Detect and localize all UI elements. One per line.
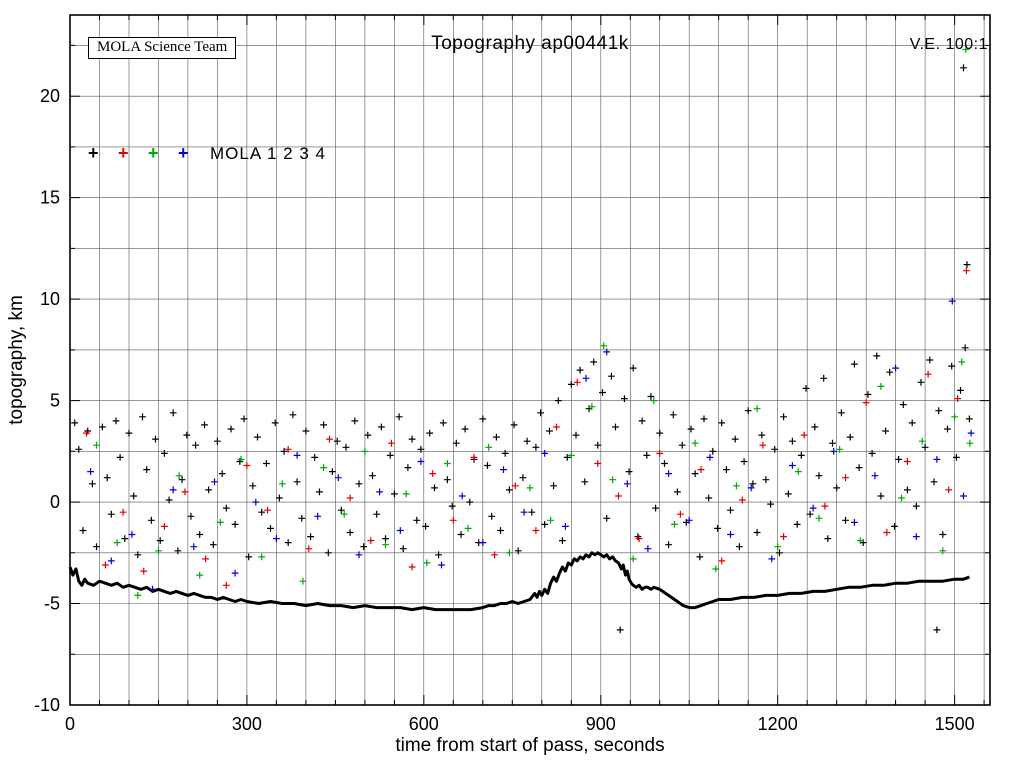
legend-label: MOLA 1 2 3 4 xyxy=(210,143,326,163)
svg-text:5: 5 xyxy=(50,391,60,411)
svg-text:600: 600 xyxy=(409,714,439,734)
plus-marker-mola4-icon: + xyxy=(178,143,189,163)
svg-text:0: 0 xyxy=(50,492,60,512)
svg-text:10: 10 xyxy=(40,289,60,309)
svg-text:topography, km: topography, km xyxy=(6,295,27,425)
svg-text:1200: 1200 xyxy=(758,714,798,734)
legend: + + + + MOLA 1 2 3 4 xyxy=(88,143,326,164)
plus-marker-mola1-icon: + xyxy=(88,143,99,163)
vertical-exaggeration-label: V.E. 100:1 xyxy=(909,36,988,53)
svg-text:20: 20 xyxy=(40,86,60,106)
chart-title: Topography ap00441k xyxy=(431,33,629,54)
svg-text:300: 300 xyxy=(232,714,262,734)
svg-text:0: 0 xyxy=(65,714,75,734)
svg-text:-5: -5 xyxy=(44,594,60,614)
plus-marker-mola2-icon: + xyxy=(118,143,129,163)
svg-text:900: 900 xyxy=(586,714,616,734)
svg-text:-10: -10 xyxy=(34,695,60,715)
plus-marker-mola3-icon: + xyxy=(148,143,159,163)
svg-text:15: 15 xyxy=(40,188,60,208)
mola-science-team-box: MOLA Science Team xyxy=(88,37,237,59)
svg-text:time from start of pass, secon: time from start of pass, seconds xyxy=(395,735,664,756)
svg-text:1500: 1500 xyxy=(935,714,975,734)
